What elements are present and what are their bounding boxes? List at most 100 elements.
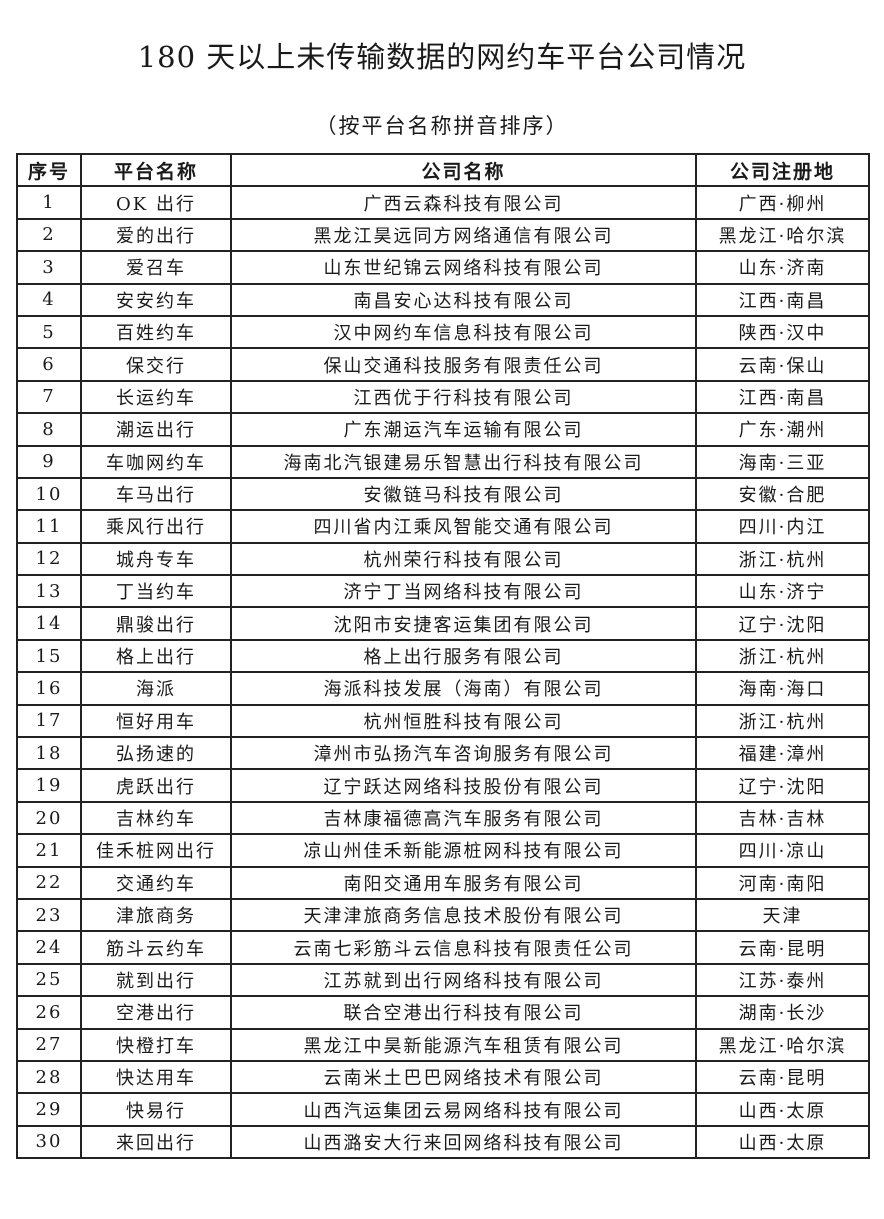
cell-platform: 快易行 — [80, 1092, 232, 1127]
cell-company: 云南米土巴巴网络技术有限公司 — [230, 1059, 697, 1095]
cell-company: 江苏就到出行网络科技有限公司 — [230, 962, 697, 998]
cell-index: 2 — [16, 217, 82, 253]
cell-index: 29 — [16, 1092, 82, 1127]
table-row: 4 安安约车 南昌安心达科技有限公司 江西·南昌 — [16, 282, 870, 317]
cell-platform: 佳禾桩网出行 — [80, 833, 232, 868]
cell-company: 吉林康福德高汽车服务有限公司 — [230, 800, 697, 836]
cell-company: 格上出行服务有限公司 — [230, 638, 697, 674]
cell-location: 吉林·吉林 — [695, 800, 870, 836]
cell-platform: 保交行 — [80, 347, 232, 382]
table-row: 3 爱召车 山东世纪锦云网络科技有限公司 山东·济南 — [16, 250, 870, 285]
cell-location: 云南·昆明 — [695, 1059, 870, 1095]
cell-company: 江西优于行科技有限公司 — [230, 379, 697, 415]
cell-index: 15 — [16, 638, 82, 674]
cell-location: 陕西·汉中 — [695, 314, 870, 350]
cell-company: 安徽链马科技有限公司 — [230, 476, 697, 512]
cell-index: 6 — [16, 347, 82, 382]
cell-company: 杭州恒胜科技有限公司 — [230, 703, 697, 739]
cell-index: 26 — [16, 995, 82, 1030]
cell-company: 海南北汽银建易乐智慧出行科技有限公司 — [230, 444, 697, 479]
cell-location: 广西·柳州 — [695, 185, 870, 220]
table-row: 17 恒好用车 杭州恒胜科技有限公司 浙江·杭州 — [16, 703, 870, 739]
cell-index: 27 — [16, 1027, 82, 1062]
cell-index: 7 — [16, 379, 82, 415]
header-location: 公司注册地 — [695, 152, 870, 188]
cell-location: 山西·太原 — [695, 1092, 870, 1127]
cell-location: 山西·太原 — [695, 1124, 870, 1160]
table-row: 29 快易行 山西汽运集团云易网络科技有限公司 山西·太原 — [16, 1092, 870, 1127]
cell-platform: 乘风行出行 — [80, 509, 232, 544]
cell-platform: 潮运出行 — [80, 412, 232, 447]
cell-company: 四川省内江乘风智能交通有限公司 — [230, 509, 697, 544]
cell-platform: 筋斗云约车 — [80, 930, 232, 965]
cell-platform: 安安约车 — [80, 282, 232, 317]
cell-platform: 来回出行 — [80, 1124, 232, 1160]
cell-company: 济宁丁当网络科技有限公司 — [230, 574, 697, 609]
cell-index: 28 — [16, 1059, 82, 1095]
cell-company: 山东世纪锦云网络科技有限公司 — [230, 250, 697, 285]
cell-platform: 海派 — [80, 671, 232, 706]
table-row: 21 佳禾桩网出行 凉山州佳禾新能源桩网科技有限公司 四川·凉山 — [16, 833, 870, 868]
cell-platform: 爱的出行 — [80, 217, 232, 253]
cell-location: 山东·济南 — [695, 250, 870, 285]
cell-platform: 恒好用车 — [80, 703, 232, 739]
cell-company: 黑龙江中昊新能源汽车租赁有限公司 — [230, 1027, 697, 1062]
table-row: 18 弘扬速的 漳州市弘扬汽车咨询服务有限公司 福建·漳州 — [16, 736, 870, 771]
cell-location: 福建·漳州 — [695, 736, 870, 771]
cell-index: 12 — [16, 541, 82, 577]
cell-company: 南阳交通用车服务有限公司 — [230, 865, 697, 900]
cell-location: 四川·凉山 — [695, 833, 870, 868]
cell-platform: 鼎骏出行 — [80, 606, 232, 641]
table-row: 7 长运约车 江西优于行科技有限公司 江西·南昌 — [16, 379, 870, 415]
cell-location: 四川·内江 — [695, 509, 870, 544]
cell-platform: OK 出行 — [80, 185, 232, 220]
cell-index: 24 — [16, 930, 82, 965]
cell-company: 南昌安心达科技有限公司 — [230, 282, 697, 317]
cell-company: 黑龙江昊远同方网络通信有限公司 — [230, 217, 697, 253]
table-row: 19 虎跃出行 辽宁跃达网络科技股份有限公司 辽宁·沈阳 — [16, 768, 870, 803]
cell-index: 4 — [16, 282, 82, 317]
cell-company: 保山交通科技服务有限责任公司 — [230, 347, 697, 382]
cell-company: 辽宁跃达网络科技股份有限公司 — [230, 768, 697, 803]
table-row: 8 潮运出行 广东潮运汽车运输有限公司 广东·潮州 — [16, 412, 870, 447]
table-row: 20 吉林约车 吉林康福德高汽车服务有限公司 吉林·吉林 — [16, 800, 870, 836]
table-row: 12 城舟专车 杭州荣行科技有限公司 浙江·杭州 — [16, 541, 870, 577]
cell-location: 安徽·合肥 — [695, 476, 870, 512]
cell-index: 5 — [16, 314, 82, 350]
header-company: 公司名称 — [230, 152, 697, 188]
table-row: 13 丁当约车 济宁丁当网络科技有限公司 山东·济宁 — [16, 574, 870, 609]
cell-index: 1 — [16, 185, 82, 220]
cell-company: 凉山州佳禾新能源桩网科技有限公司 — [230, 833, 697, 868]
document-title: 180 天以上未传输数据的网约车平台公司情况 — [137, 40, 747, 74]
table-row: 6 保交行 保山交通科技服务有限责任公司 云南·保山 — [16, 347, 870, 382]
cell-location: 天津 — [695, 897, 870, 933]
cell-platform: 城舟专车 — [80, 541, 232, 577]
cell-index: 9 — [16, 444, 82, 479]
cell-platform: 车马出行 — [80, 476, 232, 512]
cell-index: 30 — [16, 1124, 82, 1160]
cell-location: 广东·潮州 — [695, 412, 870, 447]
table-row: 23 津旅商务 天津津旅商务信息技术股份有限公司 天津 — [16, 897, 870, 933]
cell-platform: 吉林约车 — [80, 800, 232, 836]
cell-index: 8 — [16, 412, 82, 447]
cell-company: 汉中网约车信息科技有限公司 — [230, 314, 697, 350]
cell-index: 19 — [16, 768, 82, 803]
table-row: 1 OK 出行 广西云森科技有限公司 广西·柳州 — [16, 185, 870, 220]
table-row: 25 就到出行 江苏就到出行网络科技有限公司 江苏·泰州 — [16, 962, 870, 998]
cell-location: 江西·南昌 — [695, 379, 870, 415]
cell-location: 浙江·杭州 — [695, 541, 870, 577]
cell-platform: 长运约车 — [80, 379, 232, 415]
cell-location: 江西·南昌 — [695, 282, 870, 317]
cell-platform: 快橙打车 — [80, 1027, 232, 1062]
table-row: 11 乘风行出行 四川省内江乘风智能交通有限公司 四川·内江 — [16, 509, 870, 544]
cell-index: 16 — [16, 671, 82, 706]
cell-company: 山西潞安大行来回网络科技有限公司 — [230, 1124, 697, 1160]
cell-company: 杭州荣行科技有限公司 — [230, 541, 697, 577]
cell-location: 辽宁·沈阳 — [695, 606, 870, 641]
cell-index: 22 — [16, 865, 82, 900]
platform-table: 序号 平台名称 公司名称 公司注册地 1 OK 出行 广西云森科技有限公司 广西·柳州… — [16, 152, 870, 1160]
cell-company: 天津津旅商务信息技术股份有限公司 — [230, 897, 697, 933]
table-row: 2 爱的出行 黑龙江昊远同方网络通信有限公司 黑龙江·哈尔滨 — [16, 217, 870, 253]
cell-location: 浙江·杭州 — [695, 703, 870, 739]
cell-location: 云南·保山 — [695, 347, 870, 382]
